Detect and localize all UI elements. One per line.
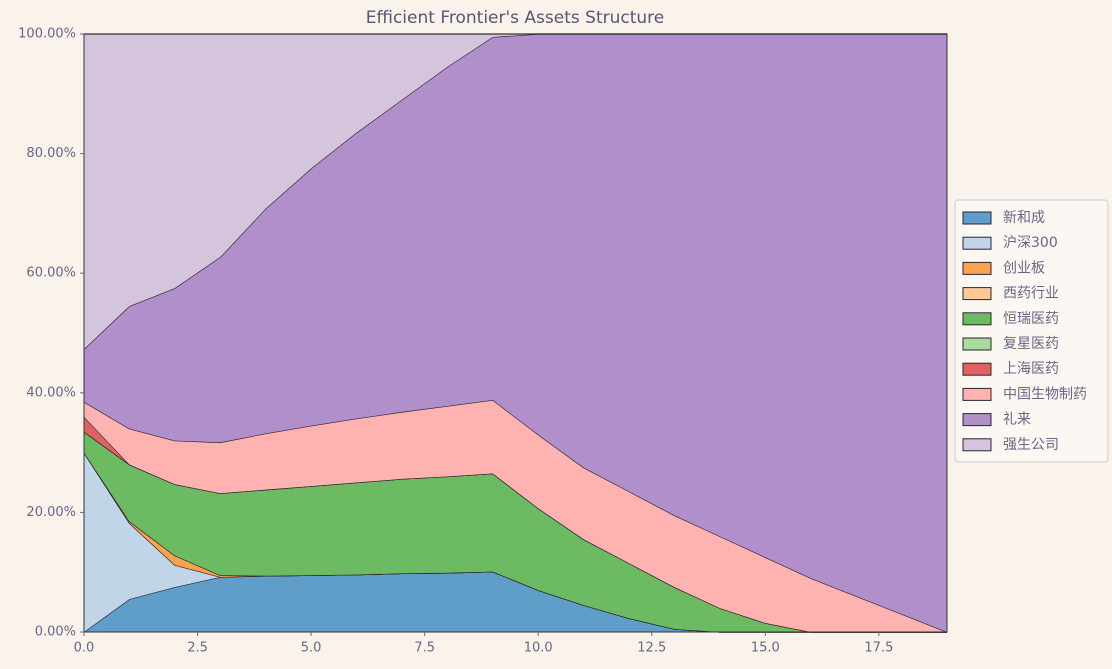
y-tick-label: 60.00% bbox=[26, 266, 76, 281]
x-tick-label: 2.5 bbox=[187, 641, 208, 656]
legend-label: 沪深300 bbox=[1003, 235, 1058, 251]
plot-frame bbox=[83, 33, 948, 633]
legend-label: 新和成 bbox=[1003, 210, 1045, 226]
legend-frame bbox=[954, 199, 1109, 463]
y-tick-label: 20.00% bbox=[26, 505, 76, 520]
legend-swatch bbox=[962, 287, 992, 301]
legend-swatch bbox=[962, 438, 992, 452]
x-tick-label: 0.0 bbox=[74, 641, 95, 656]
legend-swatch bbox=[962, 211, 992, 225]
legend-label: 恒瑞医药 bbox=[1003, 311, 1059, 327]
y-tick-label: 100.00% bbox=[18, 27, 76, 42]
legend-label: 强生公司 bbox=[1003, 437, 1059, 453]
legend-swatch bbox=[962, 312, 992, 326]
area bbox=[84, 399, 947, 632]
areas bbox=[83, 33, 948, 633]
legend-label: 上海医药 bbox=[1003, 361, 1059, 377]
legend-swatch bbox=[962, 236, 992, 250]
legend-swatch bbox=[962, 362, 992, 376]
legend-label: 西药行业 bbox=[1003, 286, 1059, 302]
legend-label: 创业板 bbox=[1003, 260, 1045, 276]
area bbox=[84, 571, 947, 632]
legend-swatch bbox=[962, 387, 992, 401]
y-tick-label: 80.00% bbox=[26, 146, 76, 161]
x-tick-label: 12.5 bbox=[637, 641, 666, 656]
legend-swatch bbox=[962, 337, 992, 351]
x-tick-label: 17.5 bbox=[864, 641, 893, 656]
x-tick-label: 15.0 bbox=[751, 641, 780, 656]
chart-title: Efficient Frontier's Assets Structure bbox=[366, 8, 664, 28]
area bbox=[84, 34, 947, 632]
y-tick-label: 40.00% bbox=[26, 385, 76, 400]
legend-label: 礼来 bbox=[1003, 412, 1031, 428]
legend-label: 中国生物制药 bbox=[1003, 386, 1087, 402]
legend-swatch bbox=[962, 413, 992, 427]
area bbox=[84, 34, 947, 350]
y-tick-label: 0.00% bbox=[35, 625, 76, 640]
x-tick-label: 10.0 bbox=[524, 641, 553, 656]
x-tick-label: 7.5 bbox=[414, 641, 435, 656]
x-tick-label: 5.0 bbox=[301, 641, 322, 656]
legend-label: 复星医药 bbox=[1003, 335, 1059, 352]
legend-swatch bbox=[962, 261, 992, 275]
area bbox=[84, 431, 947, 632]
